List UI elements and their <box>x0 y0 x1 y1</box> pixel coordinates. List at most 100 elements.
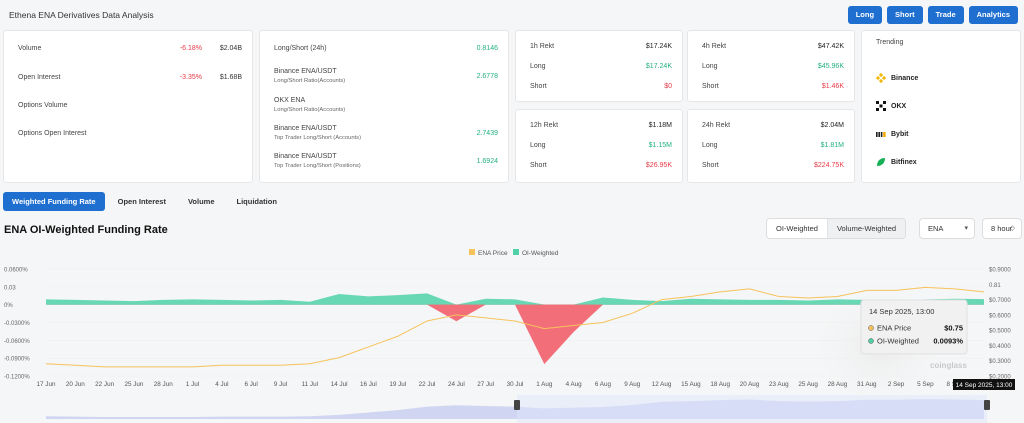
rekt-4h-short: $1.46K <box>821 83 844 90</box>
tooltip-date: 14 Sep 2025, 13:00 <box>869 307 934 316</box>
x-tick-label: 1 Aug <box>536 381 553 388</box>
x-tick-label: 19 Jul <box>389 381 406 388</box>
tab-open-interest[interactable]: Open Interest <box>117 197 166 206</box>
rekt-12h-short-label: Short <box>530 162 547 169</box>
binance-top-accounts-label: Binance ENA/USDT <box>274 125 337 132</box>
legend-label-price: ENA Price <box>478 250 508 257</box>
x-tick-label: 24 Jul <box>448 381 465 388</box>
binance-top-positions-label: Binance ENA/USDT <box>274 153 337 160</box>
top-buttons: Long Short Trade Analytics <box>847 6 1018 24</box>
rekt-24h-card: 24h Rekt $2.04M Long $1.81M Short $224.75K <box>687 109 855 183</box>
overview-card: Volume -6.18% $2.04B Open Interest -3.35… <box>3 30 253 183</box>
left-tick-label: -0.0900% <box>4 357 30 363</box>
left-tick-label: 0.03 <box>4 285 16 291</box>
trending-card: Trending Binance OKX Bybit Bitfinex <box>861 30 1021 183</box>
trending-item-bitfinex[interactable]: Bitfinex <box>876 157 917 167</box>
okx-sub: Long/Short Ratio(Accounts) <box>274 107 346 113</box>
watermark: coinglass <box>930 361 967 370</box>
trending-label-bybit: Bybit <box>891 130 909 138</box>
x-tick-label: 6 Jul <box>245 381 258 388</box>
oi-weighted-toggle[interactable]: OI-Weighted <box>767 219 828 238</box>
funding-positive-area <box>46 293 984 305</box>
rekt-4h-title: 4h Rekt <box>702 43 727 50</box>
rekt-1h-short: $0 <box>664 83 672 90</box>
trending-item-bybit[interactable]: Bybit <box>876 129 909 139</box>
tab-liquidation[interactable]: Liquidation <box>236 197 277 206</box>
tooltip-price-dot <box>868 325 874 331</box>
long-button[interactable]: Long <box>847 6 883 24</box>
legend-swatch-oi <box>513 249 519 255</box>
options-volume-label: Options Volume <box>18 102 68 109</box>
trade-button[interactable]: Trade <box>927 6 964 24</box>
trending-label-bitfinex: Bitfinex <box>891 158 917 166</box>
right-tick-label: $0.9000 <box>989 268 1011 274</box>
navigator-handle-right[interactable] <box>984 400 990 410</box>
x-tick-label: 12 Aug <box>652 381 672 388</box>
right-tick-label: $0.5000 <box>989 329 1011 335</box>
okx-label: OKX ENA <box>274 97 306 104</box>
trending-label-okx: OKX <box>891 102 907 110</box>
weighting-toggle: OI-Weighted Volume-Weighted <box>766 218 907 239</box>
chart-tabs: Weighted Funding Rate Open Interest Volu… <box>3 192 286 211</box>
okx-icon <box>876 101 886 111</box>
rekt-12h-total: $1.18M <box>648 122 672 129</box>
options-oi-label: Options Open Interest <box>18 130 87 137</box>
rekt-12h-short: $26.95K <box>645 162 672 169</box>
rekt-1h-long-label: Long <box>530 63 546 70</box>
volume-weighted-toggle[interactable]: Volume-Weighted <box>827 219 906 238</box>
x-tick-label: 20 Aug <box>740 381 760 388</box>
rekt-4h-long: $45.96K <box>817 63 844 70</box>
x-tick-label: 6 Aug <box>595 381 612 388</box>
rekt-24h-short-label: Short <box>702 162 719 169</box>
rekt-24h-long-label: Long <box>702 142 718 149</box>
tab-volume[interactable]: Volume <box>187 197 215 206</box>
binance-accounts-value: 2.6778 <box>476 73 498 80</box>
x-tick-label: 18 Aug <box>710 381 730 388</box>
x-tick-label: 15 Aug <box>681 381 701 388</box>
x-tick-label: 25 Aug <box>798 381 818 388</box>
legend-swatch-price <box>469 249 475 255</box>
interval-select[interactable]: 8 hour ◇ <box>982 218 1022 239</box>
trending-item-binance[interactable]: Binance <box>876 73 918 83</box>
crosshair-date-box <box>953 379 1015 390</box>
rekt-4h-short-label: Short <box>702 83 719 90</box>
navigator-selection[interactable] <box>517 395 987 423</box>
funding-rate-chart[interactable]: ENA Price OI-Weighted 0.0600% 0.03 0% -0.03… <box>0 248 1024 423</box>
x-tick-label: 2 Sep <box>888 381 905 388</box>
crosshair-date-label: 14 Sep 2025, 13:00 <box>956 382 1013 389</box>
short-button[interactable]: Short <box>887 6 923 24</box>
tab-weighted-funding-rate[interactable]: Weighted Funding Rate <box>3 192 105 211</box>
rekt-24h-short: $224.75K <box>814 162 844 169</box>
trending-item-okx[interactable]: OKX <box>876 101 906 111</box>
chart-title: ENA OI-Weighted Funding Rate <box>4 224 168 236</box>
x-tick-label: 14 Jul <box>331 381 348 388</box>
navigator-handle-left[interactable] <box>514 400 520 410</box>
tooltip-oi-dot <box>868 338 874 344</box>
rekt-1h-short-label: Short <box>530 83 547 90</box>
long-short-label: Long/Short (24h) <box>274 45 327 52</box>
right-tick-label: $0.6000 <box>989 313 1011 319</box>
rekt-24h-title: 24h Rekt <box>702 122 731 129</box>
rekt-4h-total: $47.42K <box>817 43 844 50</box>
coin-select[interactable]: ENA ▾ <box>919 218 975 239</box>
rekt-12h-title: 12h Rekt <box>530 122 559 129</box>
rekt-12h-card: 12h Rekt $1.18M Long $1.15M Short $26.95K <box>515 109 683 183</box>
x-tick-label: 28 Aug <box>828 381 848 388</box>
bitfinex-icon <box>877 158 885 166</box>
binance-top-accounts-sub: Top Trader Long/Short (Accounts) <box>274 135 361 141</box>
range-navigator[interactable] <box>46 395 990 423</box>
bybit-icon <box>876 132 886 137</box>
right-tick-label: $0.2000 <box>989 375 1011 381</box>
rekt-1h-long: $17.24K <box>645 63 672 70</box>
x-tick-label: 28 Jun <box>154 381 173 388</box>
chevron-down-icon: ◇ <box>1009 225 1015 232</box>
rekt-4h-long-label: Long <box>702 63 718 70</box>
x-tick-label: 22 Jul <box>419 381 436 388</box>
chart-tooltip: 14 Sep 2025, 13:00 ENA Price $0.75 OI-We… <box>860 299 968 355</box>
rekt-1h-total: $17.24K <box>645 43 672 50</box>
tooltip-oi-value: 0.0093% <box>933 337 963 346</box>
binance-icon <box>876 73 886 83</box>
left-tick-label: -0.1200% <box>4 375 30 381</box>
analytics-button[interactable]: Analytics <box>968 6 1018 24</box>
x-tick-label: 4 Jul <box>215 381 228 388</box>
